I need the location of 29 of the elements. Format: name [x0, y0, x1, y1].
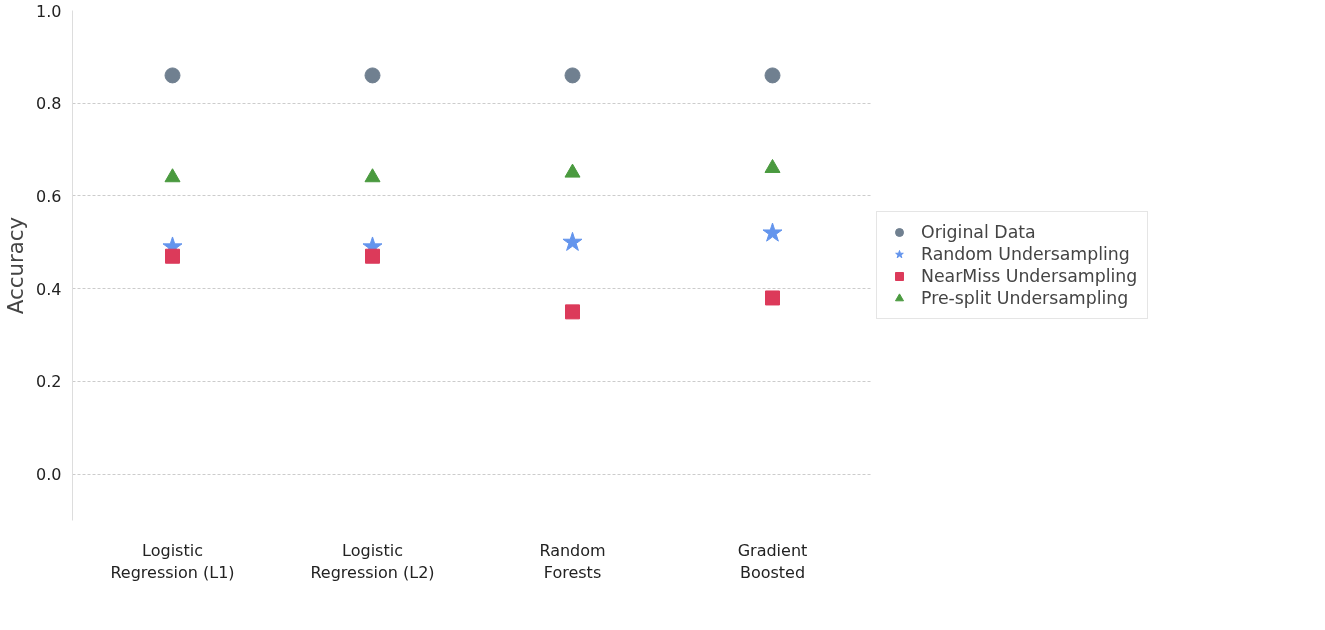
point	[762, 222, 783, 242]
point	[365, 248, 380, 264]
y-axis-title: Accuracy	[3, 216, 29, 315]
y-tick-label: 0.6	[36, 186, 62, 206]
x-tick-label: Logistic Regression (L2)	[310, 540, 435, 583]
legend-label: Pre-split Undersampling	[921, 288, 1129, 308]
y-tick-label: 1.0	[36, 1, 62, 21]
legend-label: Random Undersampling	[921, 244, 1130, 264]
y-tick-label: 0.0	[36, 465, 62, 485]
point	[564, 67, 581, 84]
x-tick-label: Gradient Boosted	[737, 540, 808, 583]
point	[565, 304, 580, 320]
point	[364, 168, 381, 183]
point	[764, 158, 781, 173]
x-tick-label: Random Forests	[539, 540, 606, 583]
point	[364, 67, 381, 84]
legend-label: NearMiss Undersampling	[921, 266, 1138, 286]
point	[164, 168, 181, 183]
point	[564, 163, 581, 178]
y-tick-label: 0.2	[36, 372, 62, 392]
y-tick-label: 0.4	[36, 279, 62, 299]
point	[165, 248, 180, 264]
point	[764, 67, 781, 84]
y-tick-label: 0.8	[36, 94, 62, 114]
point	[562, 231, 583, 251]
point	[765, 290, 780, 306]
legend-label: Original Data	[921, 222, 1036, 242]
point	[164, 67, 181, 84]
x-tick-label: Logistic Regression (L1)	[110, 540, 235, 583]
